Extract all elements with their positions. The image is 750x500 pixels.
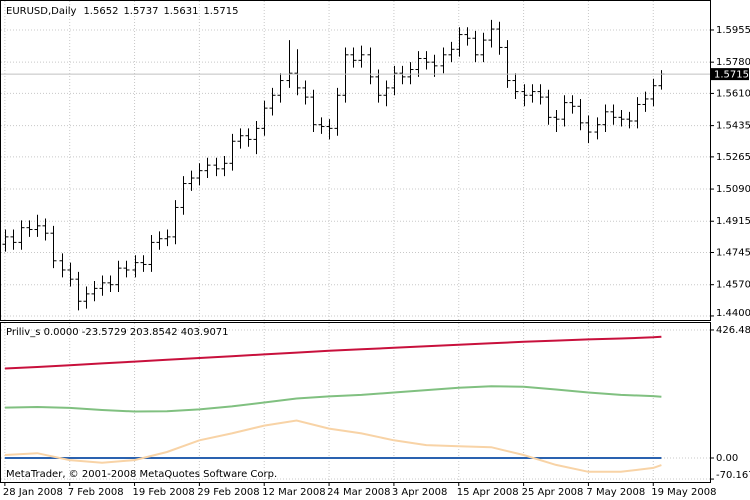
y-tick-label: 1.5435 (716, 121, 750, 132)
y-tick-label: 426.4821 (716, 325, 750, 336)
main-header: EURUSD,Daily 1.5652 1.5737 1.5631 1.5715 (6, 6, 238, 17)
x-tick-label: 12 Mar 2008 (262, 487, 325, 498)
x-tick-label: 7 Feb 2008 (68, 487, 124, 498)
x-tick-label: 24 Mar 2008 (327, 487, 390, 498)
y-tick-label: 1.4570 (716, 280, 750, 291)
y-tick-label: -70.167 (716, 470, 750, 481)
indicator-pane (0, 322, 711, 483)
y-tick-label: 1.5265 (716, 152, 750, 163)
indicator-line (4, 419, 662, 473)
y-tick-label: 1.4745 (716, 248, 750, 259)
low-value: 1.5631 (163, 6, 198, 17)
price-label-box (711, 68, 749, 81)
y-tick-label: 1.5090 (716, 184, 750, 195)
indicator-line (4, 335, 662, 370)
open-value: 1.5652 (83, 6, 118, 17)
y-tick-label: 1.4400 (716, 308, 750, 319)
x-tick-label: 25 Apr 2008 (522, 487, 584, 498)
indicator-header: Priliv_s 0.0000 -23.5729 203.8542 403.90… (6, 327, 229, 338)
x-tick-label: 7 May 2008 (586, 487, 645, 498)
indicator-line (4, 385, 662, 413)
y-tick-label: 1.5780 (716, 57, 750, 68)
high-value: 1.5737 (123, 6, 158, 17)
footer: MetaTrader, © 2001-2008 MetaQuotes Softw… (6, 469, 277, 480)
x-tick-label: 19 May 2008 (651, 487, 716, 498)
x-tick-label: 29 Feb 2008 (197, 487, 259, 498)
x-tick-label: 19 Feb 2008 (133, 487, 195, 498)
y-tick-label: 1.4915 (716, 216, 750, 227)
y-tick-label: 1.5610 (716, 88, 750, 99)
price-label: 1.5715 (714, 70, 749, 81)
symbol: EURUSD,Daily (6, 6, 77, 17)
x-tick-label: 15 Apr 2008 (457, 487, 519, 498)
y-tick-label: 0.00 (716, 453, 738, 464)
y-tick-label: 1.5955 (716, 25, 750, 36)
close-value: 1.5715 (203, 6, 238, 17)
main-pane (0, 0, 711, 321)
x-tick-label: 3 Apr 2008 (392, 487, 447, 498)
x-tick-label: 28 Jan 2008 (3, 487, 63, 498)
